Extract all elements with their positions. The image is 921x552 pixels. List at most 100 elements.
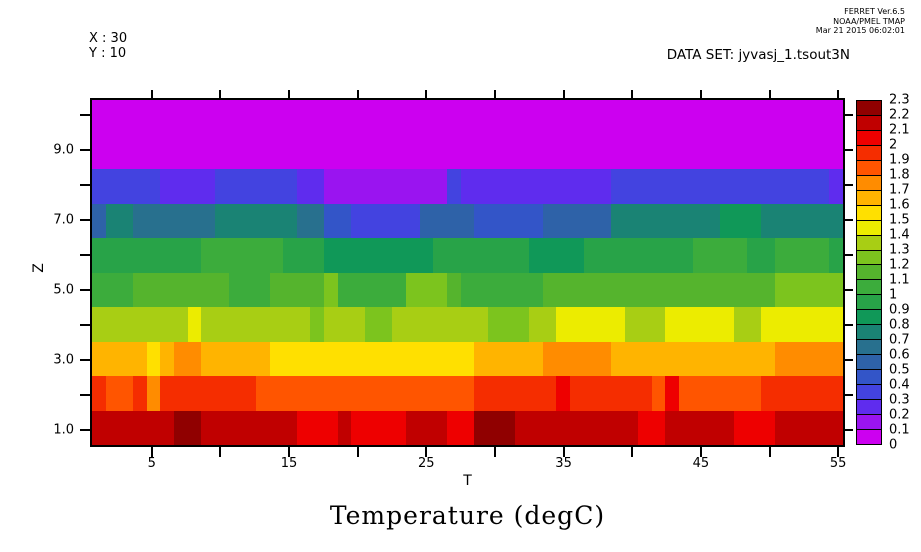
heatmap-cell: [651, 203, 666, 238]
colorbar-tick-label: 1.7: [889, 182, 910, 198]
heatmap-cell: [242, 203, 256, 238]
heatmap-cell: [365, 100, 379, 135]
heatmap-cell: [296, 238, 311, 273]
heatmap-cell: [201, 410, 215, 445]
x-tick: [288, 90, 291, 98]
heatmap-cell: [105, 307, 120, 342]
y-tick: [80, 323, 90, 326]
heatmap-cell: [92, 134, 106, 169]
heatmap-cell: [501, 307, 516, 342]
heatmap-cell: [515, 341, 529, 376]
heatmap-cell: [624, 341, 639, 376]
heatmap-cell: [269, 341, 284, 376]
y-tick-label: 3.0: [53, 352, 74, 368]
heatmap-cell: [337, 203, 352, 238]
heatmap-cell: [92, 376, 106, 411]
heatmap-cell: [706, 307, 721, 342]
colorbar-tick-label: 0.5: [889, 362, 910, 378]
heatmap-cell: [815, 376, 830, 411]
heatmap-cell: [392, 134, 407, 169]
heatmap-cell: [433, 272, 448, 307]
heatmap-cell: [829, 100, 843, 135]
heatmap-cell: [392, 410, 407, 445]
heatmap-cell: [119, 100, 133, 135]
heatmap-cell: [487, 134, 502, 169]
heatmap-cell: [201, 376, 215, 411]
colorbar: [856, 100, 882, 445]
heatmap-cell: [92, 238, 106, 273]
x-tick: [631, 90, 634, 98]
heatmap-cell: [692, 134, 707, 169]
heatmap-cell: [433, 100, 448, 135]
heatmap-cell: [597, 307, 611, 342]
heatmap-cell: [774, 307, 789, 342]
x-tick: [425, 90, 428, 98]
heatmap-cell: [597, 341, 611, 376]
colorbar-cell: [856, 384, 882, 401]
heatmap-cell: [92, 203, 106, 238]
y-tick: [80, 184, 90, 187]
heatmap-cell: [160, 410, 174, 445]
heatmap-cell: [706, 134, 721, 169]
heatmap-cell: [556, 134, 570, 169]
heatmap-cell: [173, 307, 188, 342]
heatmap-cell: [406, 307, 420, 342]
heatmap-cell: [802, 341, 816, 376]
colorbar-tick-label: 0.6: [889, 347, 910, 363]
heatmap-cell: [160, 238, 174, 273]
colorbar-tick-label: 2.1: [889, 122, 910, 138]
ferret-date-line: Mar 21 2015 06:02:01: [815, 26, 905, 35]
heatmap-cell: [214, 238, 229, 273]
colorbar-tick-label: 0.7: [889, 332, 910, 348]
colorbar-cell: [856, 354, 882, 371]
heatmap-cell: [665, 341, 680, 376]
heatmap-cell: [788, 134, 803, 169]
heatmap-cell: [105, 100, 120, 135]
heatmap-cell: [365, 341, 379, 376]
heatmap-cell: [679, 341, 693, 376]
x-tick: [288, 447, 291, 457]
x-tick: [562, 447, 565, 457]
heatmap-cell: [651, 410, 666, 445]
heatmap-cell: [528, 238, 543, 273]
heatmap-cell: [665, 203, 680, 238]
heatmap-cell: [829, 341, 843, 376]
heatmap-cell: [692, 238, 707, 273]
heatmap-cell: [187, 100, 202, 135]
heatmap-cell: [324, 376, 338, 411]
y-axis-ticks-right: [845, 98, 853, 447]
heatmap-cell: [173, 203, 188, 238]
heatmap-cell: [515, 272, 529, 307]
heatmap-cell: [556, 410, 570, 445]
heatmap-cell: [406, 169, 420, 204]
heatmap-cell: [242, 169, 256, 204]
heatmap-cell: [296, 134, 311, 169]
heatmap-cell: [187, 203, 202, 238]
heatmap-cell: [324, 341, 338, 376]
heatmap-cell: [447, 100, 461, 135]
ferret-org-line: NOAA/PMEL TMAP: [833, 16, 905, 26]
heatmap-cell: [610, 410, 625, 445]
heatmap-cell: [173, 272, 188, 307]
heatmap-cell: [679, 203, 693, 238]
heatmap-cell: [201, 100, 215, 135]
colorbar-tick-label: 1.3: [889, 242, 910, 258]
heatmap-cell: [624, 203, 639, 238]
heatmap-cell: [528, 100, 543, 135]
heatmap-cell: [583, 307, 598, 342]
heatmap-cell: [474, 100, 488, 135]
heatmap-cell: [528, 134, 543, 169]
heatmap-cell: [829, 169, 843, 204]
heatmap-cell: [706, 272, 721, 307]
heatmap-cell: [351, 410, 366, 445]
heatmap-cell: [706, 100, 721, 135]
heatmap-cell: [392, 100, 407, 135]
plot-area: [90, 98, 845, 447]
heatmap-cell: [365, 376, 379, 411]
heatmap-cell: [214, 410, 229, 445]
x-tick-label: 15: [280, 456, 298, 471]
heatmap-cell: [447, 272, 461, 307]
heatmap-cell: [324, 410, 338, 445]
colorbar-tick-label: 0.4: [889, 377, 910, 393]
y-tick: [80, 358, 90, 361]
